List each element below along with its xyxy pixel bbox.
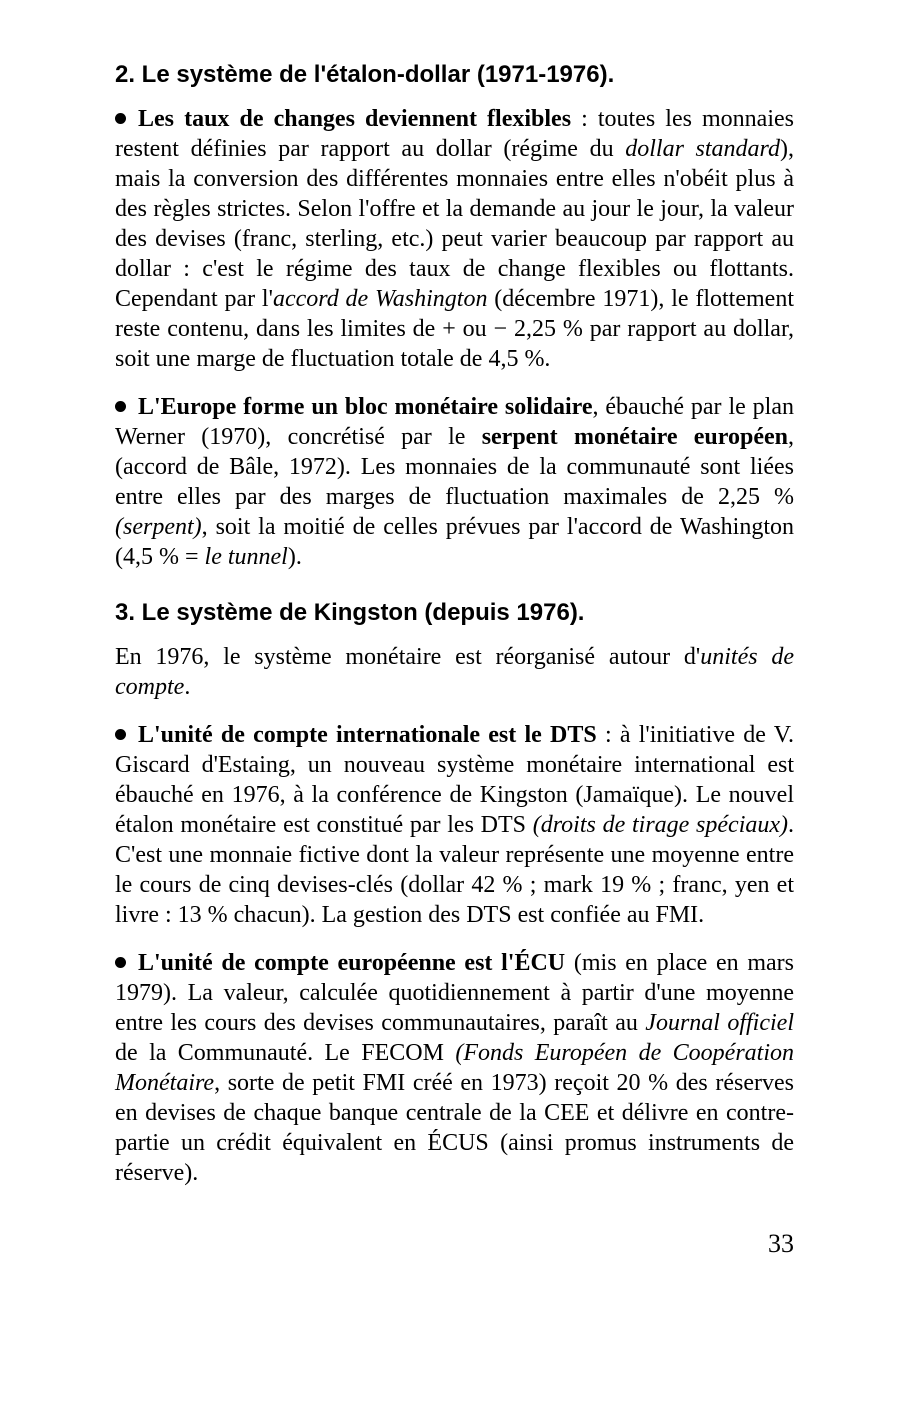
bullet-icon	[115, 113, 126, 124]
lead-phrase: L'unité de compte internationale est le …	[138, 722, 597, 748]
section-2-heading: 2. Le système de l'étalon-dollar (1971-1…	[115, 60, 794, 90]
body-text: .	[184, 674, 190, 700]
section-2-paragraph-1: Les taux de changes deviennent flexibles…	[115, 104, 794, 374]
italic-text: le tunnel	[205, 544, 288, 570]
section-3-paragraph-2: L'unité de compte européenne est l'ÉCU (…	[115, 948, 794, 1188]
section-3-paragraph-1: L'unité de compte internationale est le …	[115, 720, 794, 930]
italic-text: Journal officiel	[645, 1010, 794, 1036]
bullet-icon	[115, 401, 126, 412]
section-2-paragraph-2: L'Europe forme un bloc monétaire solidai…	[115, 392, 794, 572]
italic-text: dollar standard	[625, 136, 780, 162]
section-3-intro: En 1976, le système monétaire est réorga…	[115, 642, 794, 702]
italic-text: (droits de tirage spéciaux)	[533, 812, 788, 838]
italic-text: accord de Washington	[273, 286, 488, 312]
lead-phrase: L'unité de compte européenne est l'ÉCU	[138, 950, 565, 976]
section-3-heading: 3. Le système de Kingston (depuis 1976).	[115, 598, 794, 628]
bold-text: serpent moné­taire européen	[482, 424, 788, 450]
body-text: , sorte de petit FMI créé en 1973) reçoi…	[115, 1070, 794, 1186]
italic-text: (serpent)	[115, 514, 202, 540]
page-number: 33	[115, 1228, 794, 1261]
body-text: de la Communauté. Le FECOM	[115, 1040, 455, 1066]
lead-phrase: L'Europe forme un bloc monétaire solidai…	[138, 394, 593, 420]
body-text: ).	[288, 544, 302, 570]
bullet-icon	[115, 957, 126, 968]
lead-phrase: Les taux de changes deviennent flexibles	[138, 106, 571, 132]
bullet-icon	[115, 729, 126, 740]
body-text: En 1976, le système monétaire est réorga…	[115, 644, 700, 670]
